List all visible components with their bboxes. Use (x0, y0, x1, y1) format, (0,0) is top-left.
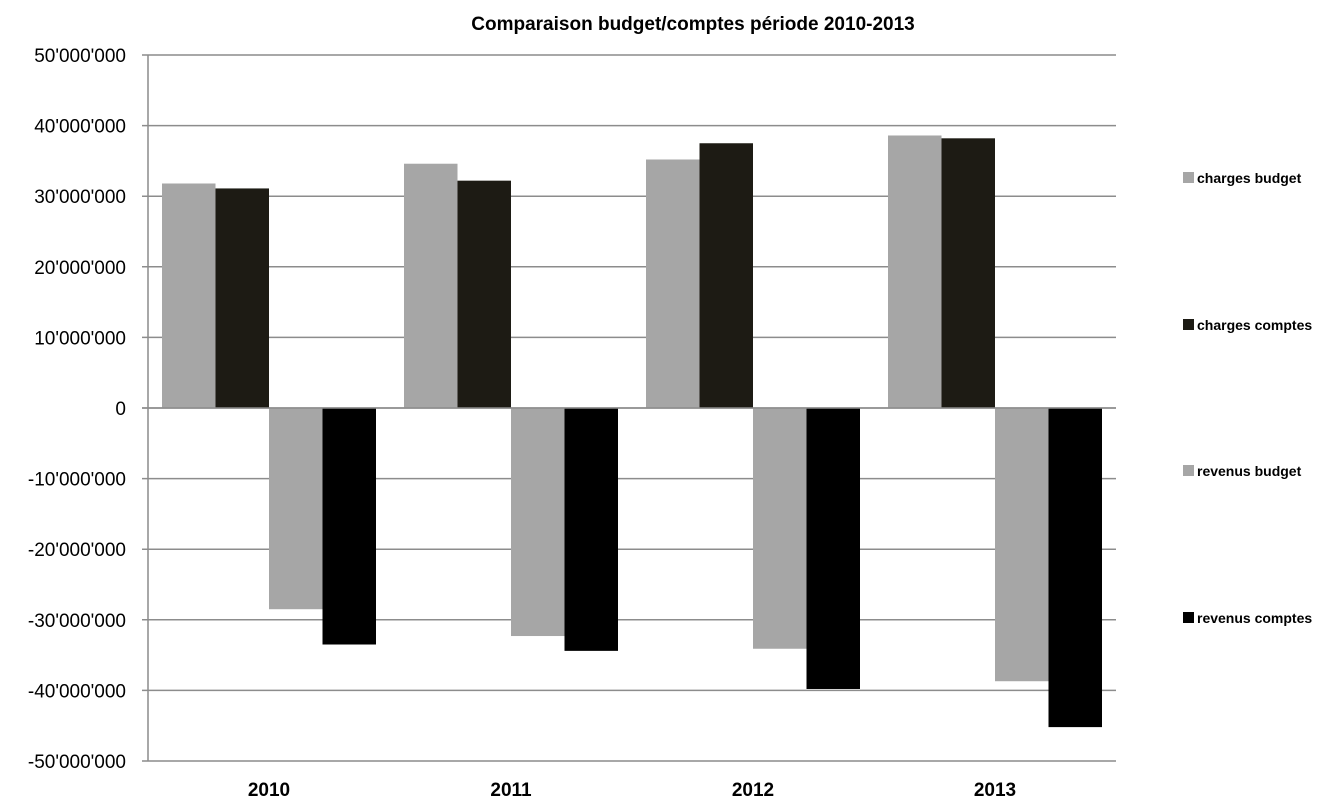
y-tick-label: -50'000'000 (28, 752, 126, 773)
legend-label: revenus budget (1197, 463, 1302, 479)
legend-label: revenus comptes (1197, 610, 1312, 626)
legend-label: charges budget (1197, 170, 1302, 186)
x-tick-label: 2013 (974, 780, 1016, 801)
bar (162, 183, 216, 408)
x-axis: 2010 2011 2012 2013 (248, 780, 1016, 801)
legend-swatch (1183, 465, 1194, 476)
legend: charges budget charges comptes revenus bud… (1183, 170, 1312, 626)
legend-swatch (1183, 172, 1194, 183)
y-tick-label: 50'000'000 (34, 46, 126, 67)
y-tick-label: -20'000'000 (28, 540, 126, 561)
y-axis: 50'000'000 40'000'000 30'000'000 20'000'000… (28, 46, 149, 773)
bars (142, 135, 1116, 728)
y-tick-label: 40'000'000 (34, 117, 126, 138)
bar (564, 408, 618, 651)
x-tick-label: 2010 (248, 780, 290, 801)
bar (995, 408, 1049, 682)
legend-swatch (1183, 319, 1194, 330)
bar (753, 408, 807, 649)
bar (322, 408, 376, 645)
y-tick-label: 20'000'000 (34, 258, 126, 279)
bar (888, 135, 942, 408)
bar (941, 138, 995, 409)
legend-swatch (1183, 612, 1194, 623)
y-tick-label: -40'000'000 (28, 681, 126, 702)
legend-label: charges comptes (1197, 317, 1312, 333)
bar (269, 408, 323, 610)
x-tick-label: 2012 (732, 780, 774, 801)
bar (404, 163, 458, 408)
y-tick-label: 10'000'000 (34, 328, 126, 349)
bar (646, 159, 700, 408)
bar (511, 408, 565, 637)
x-tick-label: 2011 (490, 780, 532, 801)
y-tick-label: -30'000'000 (28, 611, 126, 632)
bar (215, 188, 269, 408)
chart-title: Comparaison budget/comptes période 2010-… (471, 14, 914, 35)
bar (806, 408, 860, 689)
y-tick-label: 0 (115, 399, 126, 420)
bar (457, 180, 511, 408)
y-tick-label: -10'000'000 (28, 470, 126, 491)
bar (1048, 408, 1102, 728)
y-tick-label: 30'000'000 (34, 187, 126, 208)
bar (699, 143, 753, 408)
